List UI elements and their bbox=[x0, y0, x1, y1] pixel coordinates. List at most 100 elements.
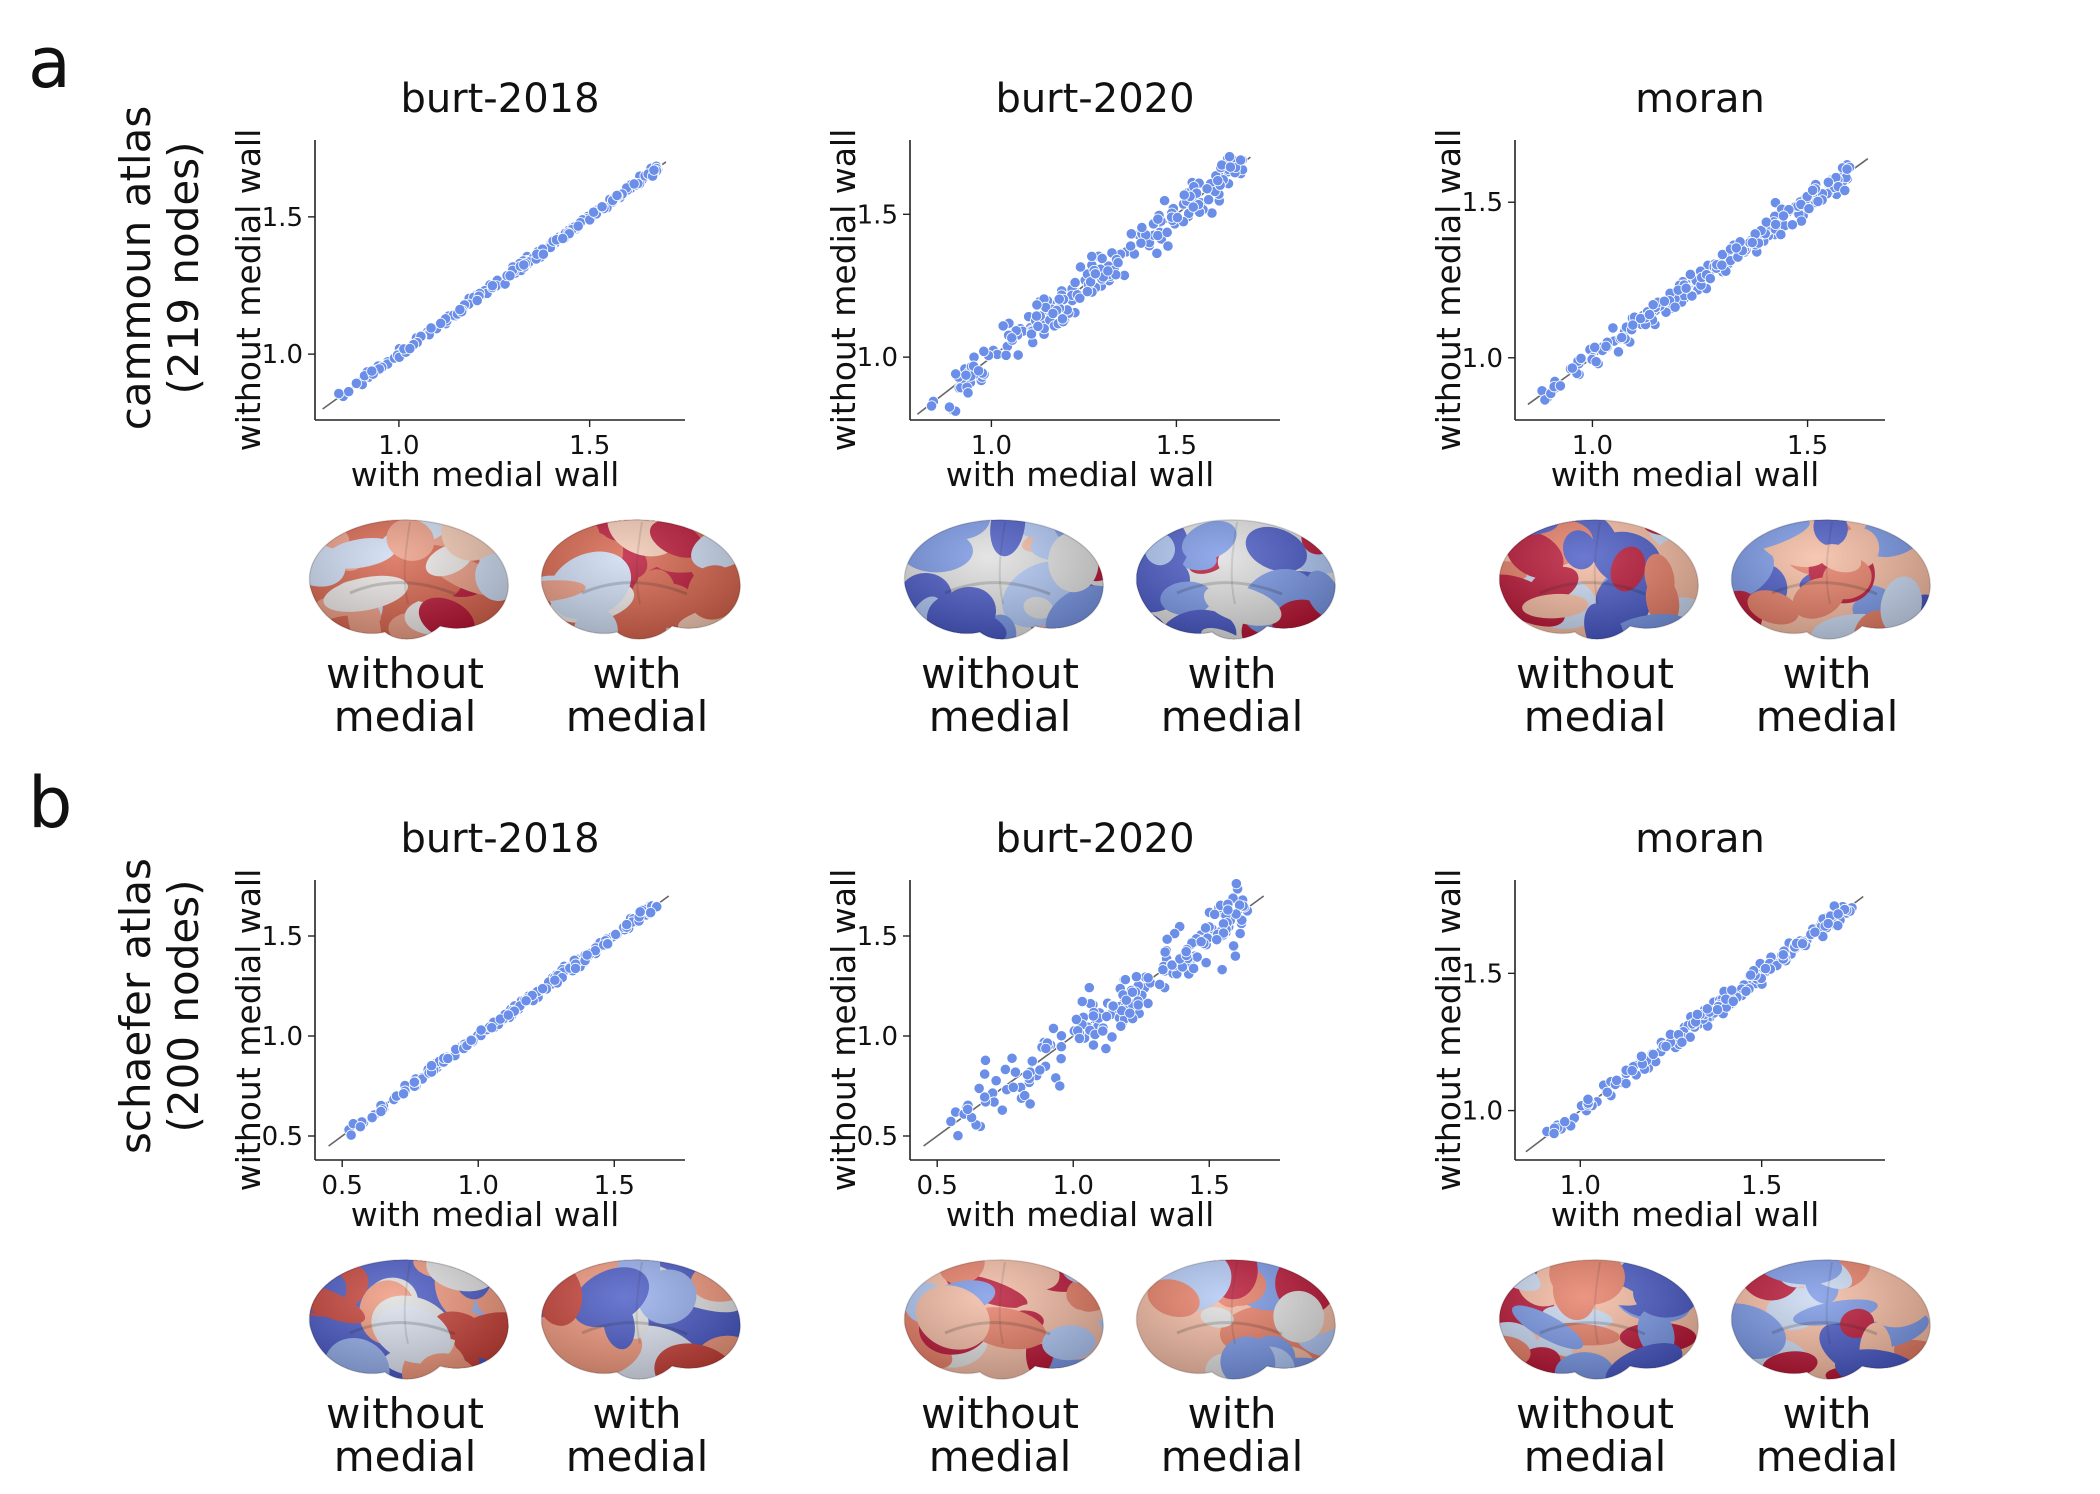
x-axis-label: with medial wall bbox=[946, 1195, 1215, 1234]
data-point bbox=[1669, 301, 1681, 313]
brain-surface-with-medial bbox=[1117, 1248, 1347, 1392]
data-point bbox=[1124, 1007, 1136, 1019]
x-tick-label: 1.5 bbox=[594, 1171, 635, 1201]
brain-outline bbox=[1730, 1259, 1931, 1380]
x-tick-label: 1.0 bbox=[1053, 1171, 1094, 1201]
data-point bbox=[1180, 946, 1192, 958]
caption-line: with bbox=[1187, 649, 1277, 698]
brain-svg bbox=[308, 1259, 509, 1380]
data-point bbox=[1040, 1042, 1052, 1055]
brain-svg bbox=[1730, 1259, 1931, 1380]
data-point bbox=[1152, 229, 1164, 242]
chart-title: burt-2018 bbox=[400, 816, 599, 862]
data-point bbox=[1746, 236, 1758, 249]
caption-line: without bbox=[1516, 1389, 1674, 1438]
x-axis-label: with medial wall bbox=[351, 455, 620, 494]
brain-svg bbox=[540, 519, 741, 640]
data-point bbox=[943, 401, 956, 413]
data-point bbox=[375, 1105, 387, 1118]
data-point bbox=[1745, 969, 1757, 981]
data-point bbox=[465, 1034, 477, 1046]
data-point bbox=[1658, 295, 1670, 307]
data-point bbox=[1607, 322, 1619, 334]
data-point bbox=[1620, 1077, 1632, 1090]
brain-svg bbox=[1498, 1259, 1699, 1380]
brain-outline bbox=[903, 1259, 1104, 1380]
data-point bbox=[1589, 341, 1601, 353]
brain-shading bbox=[904, 519, 1104, 640]
brain-svg bbox=[1135, 519, 1336, 640]
data-point bbox=[990, 1075, 1002, 1087]
scatter-plot-a-burt2020: burt-2020 1.0 1.5 1.0 1.5 with medial wall wit… bbox=[805, 70, 1325, 500]
data-point bbox=[1136, 221, 1148, 234]
data-point bbox=[1647, 1048, 1659, 1060]
brain-surface-without-medial bbox=[1480, 508, 1710, 652]
brain-surface-with-medial bbox=[1712, 1248, 1942, 1392]
data-point bbox=[1166, 959, 1178, 971]
data-point bbox=[1786, 219, 1798, 231]
caption-line: medial bbox=[1523, 1432, 1667, 1481]
data-point bbox=[425, 1060, 438, 1072]
caption-line: medial bbox=[565, 692, 709, 741]
caption-with-medial: with medial bbox=[1117, 1392, 1347, 1478]
y-tick-label: 1.5 bbox=[262, 922, 303, 952]
data-point bbox=[1097, 1025, 1109, 1037]
data-point bbox=[1132, 999, 1144, 1011]
data-point bbox=[1680, 282, 1692, 294]
data-point bbox=[628, 178, 640, 190]
data-point bbox=[1211, 934, 1223, 946]
brain-surface bbox=[541, 1259, 741, 1380]
brain-outline bbox=[540, 519, 741, 640]
y-axis-label: without medial wall bbox=[229, 869, 268, 1192]
scatter-plot-b-moran: moran 1.0 1.5 1.0 1.5 with medial wall without… bbox=[1410, 810, 1930, 1240]
x-tick-label: 1.5 bbox=[569, 431, 610, 461]
data-point bbox=[952, 1130, 964, 1142]
brain-surface-without-medial bbox=[885, 1248, 1115, 1392]
data-point bbox=[1157, 964, 1169, 976]
data-point bbox=[1691, 1008, 1703, 1021]
data-point bbox=[1162, 240, 1174, 252]
data-point bbox=[1096, 252, 1108, 265]
data-point bbox=[1760, 216, 1772, 228]
data-point bbox=[1627, 319, 1639, 331]
y-tick-label: 1.5 bbox=[1462, 959, 1503, 989]
data-point bbox=[1217, 927, 1230, 939]
brain-shading bbox=[1499, 519, 1699, 640]
y-tick-label: 1.0 bbox=[857, 343, 898, 373]
data-point bbox=[1100, 1042, 1112, 1055]
y-tick-label: 1.0 bbox=[262, 340, 303, 370]
data-point bbox=[1169, 927, 1181, 940]
data-point bbox=[1159, 946, 1171, 958]
brain-surface-without-medial bbox=[885, 508, 1115, 652]
data-point bbox=[343, 386, 355, 398]
caption-without-medial: without medial bbox=[885, 652, 1115, 738]
data-point bbox=[1199, 922, 1212, 934]
data-point bbox=[1053, 293, 1065, 305]
data-point bbox=[648, 164, 660, 176]
data-point bbox=[1032, 320, 1044, 332]
data-point bbox=[1106, 1031, 1118, 1043]
brain-outline bbox=[1498, 519, 1699, 640]
data-point bbox=[1777, 949, 1789, 961]
caption-line: with bbox=[1782, 649, 1872, 698]
brain-outline bbox=[540, 1259, 741, 1380]
caption-without-medial: without medial bbox=[1480, 652, 1710, 738]
data-point bbox=[345, 1129, 357, 1141]
brain-shading bbox=[1499, 1259, 1699, 1380]
y-tick-label: 1.0 bbox=[857, 1022, 898, 1052]
y-axis-label: without medial wall bbox=[1429, 129, 1468, 452]
chart-title: burt-2020 bbox=[995, 76, 1194, 122]
brain-svg bbox=[1730, 519, 1931, 640]
y-tick-label: 0.5 bbox=[262, 1122, 303, 1152]
data-point bbox=[1740, 985, 1752, 997]
data-point bbox=[1701, 1003, 1713, 1015]
x-tick-label: 1.0 bbox=[458, 1171, 499, 1201]
data-point bbox=[1770, 218, 1782, 231]
brain-outline bbox=[1730, 519, 1931, 640]
data-point bbox=[1012, 349, 1024, 361]
data-point bbox=[978, 345, 990, 357]
data-point bbox=[1125, 240, 1137, 252]
x-tick-label: 1.5 bbox=[1189, 1171, 1230, 1201]
x-tick-label: 1.0 bbox=[378, 431, 419, 461]
data-point bbox=[1187, 201, 1199, 213]
